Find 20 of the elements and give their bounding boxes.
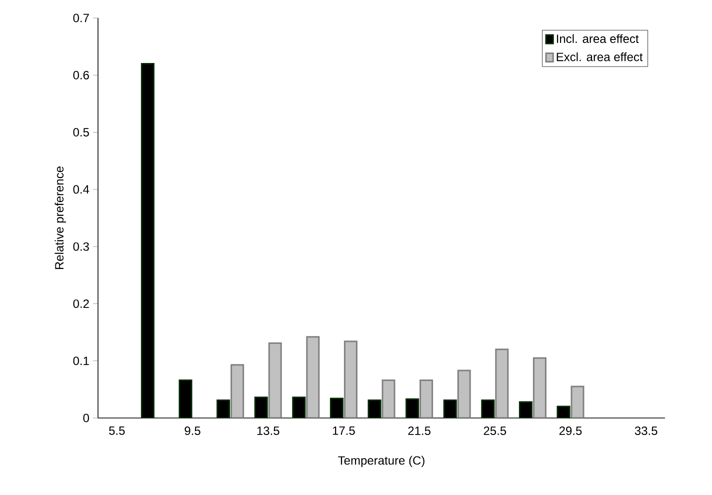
x-tick-label: 33.5 xyxy=(634,426,658,436)
legend-label: Incl. area effect xyxy=(556,34,639,43)
y-tick-label: 0.7 xyxy=(73,14,89,22)
x-tick-label: 13.5 xyxy=(257,426,280,436)
x-tick-label: 25.5 xyxy=(484,426,506,436)
y-tick-label: 0.6 xyxy=(73,70,89,80)
y-tick-label: 0.2 xyxy=(73,299,89,308)
y-axis-title: Relative preference xyxy=(54,166,66,270)
y-tick-label: 0.1 xyxy=(73,356,89,366)
x-tick-label: 9.5 xyxy=(184,426,200,436)
y-tick-label: 0.3 xyxy=(73,242,89,251)
x-axis-title: Temperature (C) xyxy=(338,456,424,468)
y-tick-label: 0 xyxy=(83,414,90,422)
legend-label: Excl. area effect xyxy=(556,52,643,62)
x-tick-label: 21.5 xyxy=(408,426,430,436)
x-tick-label: 29.5 xyxy=(559,426,582,436)
x-tick-label: 5.5 xyxy=(109,426,125,435)
x-tick-label: 17.5 xyxy=(332,426,355,435)
y-tick-label: 0.4 xyxy=(73,185,90,194)
y-tick-label: 0.5 xyxy=(73,128,89,137)
